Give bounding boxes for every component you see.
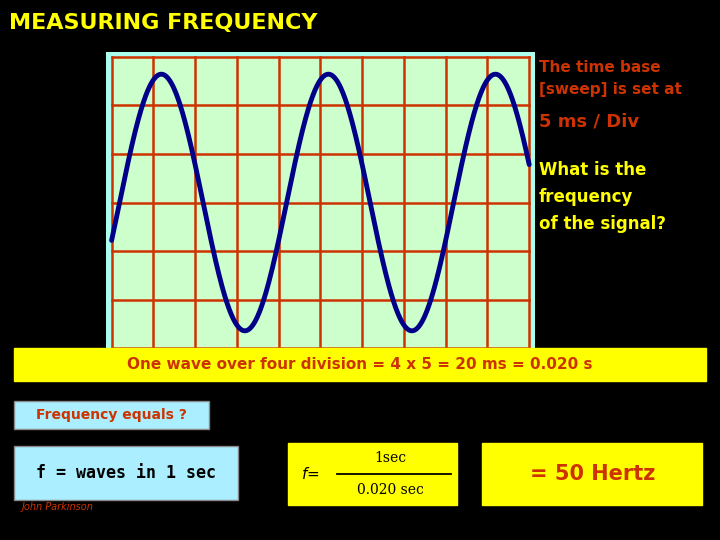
Text: John Parkinson: John Parkinson <box>22 502 94 512</box>
Text: $f\!=\!$: $f\!=\!$ <box>301 466 320 482</box>
FancyBboxPatch shape <box>112 57 529 348</box>
Text: [sweep] is set at: [sweep] is set at <box>539 82 681 97</box>
FancyBboxPatch shape <box>14 401 209 429</box>
FancyBboxPatch shape <box>482 443 702 505</box>
Text: frequency: frequency <box>539 188 633 206</box>
Text: 9: 9 <box>695 510 702 521</box>
Text: The time base: The time base <box>539 60 660 75</box>
Text: f = waves in 1 sec: f = waves in 1 sec <box>36 463 216 482</box>
FancyBboxPatch shape <box>14 446 238 500</box>
Text: 0.020 sec: 0.020 sec <box>357 483 424 497</box>
Text: 5 ms / Div: 5 ms / Div <box>539 112 639 131</box>
Text: Frequency equals ?: Frequency equals ? <box>36 408 187 422</box>
Text: One wave over four division = 4 x 5 = 20 ms = 0.020 s: One wave over four division = 4 x 5 = 20… <box>127 357 593 372</box>
Text: What is the: What is the <box>539 161 646 179</box>
Text: MEASURING FREQUENCY: MEASURING FREQUENCY <box>9 14 317 33</box>
Text: of the signal?: of the signal? <box>539 215 665 233</box>
Text: = 50 Hertz: = 50 Hertz <box>529 464 655 484</box>
FancyBboxPatch shape <box>288 443 457 505</box>
Text: 1sec: 1sec <box>374 451 407 464</box>
FancyBboxPatch shape <box>106 52 535 353</box>
FancyBboxPatch shape <box>14 348 706 381</box>
